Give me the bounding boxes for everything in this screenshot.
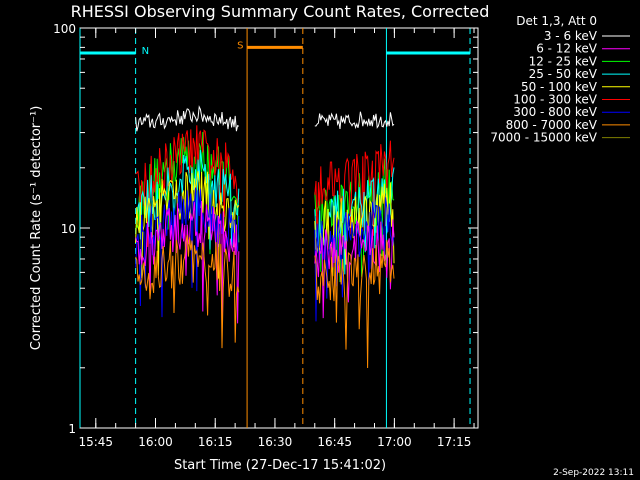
legend-entry-label: 100 - 300 keV (513, 93, 597, 107)
series-line (135, 234, 240, 349)
y-tick-label: 100 (53, 22, 76, 36)
marker-label: S (237, 40, 243, 51)
series-line (135, 105, 240, 132)
legend-entry-label: 50 - 100 keV (521, 80, 598, 94)
x-axis-label: Start Time (27-Dec-17 15:41:02) (174, 458, 386, 473)
series-line (314, 111, 395, 130)
x-axis: 15:45 16:00 16:15 16:30 16:45 17:00 17:15 (78, 28, 475, 449)
legend-entry-label: 6 - 12 keV (536, 42, 598, 56)
legend-entry-label: 300 - 800 keV (513, 105, 597, 119)
x-tick-label: 17:00 (377, 435, 412, 449)
series-line (314, 239, 395, 369)
y-axis: 1 10 100 (53, 22, 478, 436)
x-tick-label: 16:45 (317, 435, 352, 449)
y-tick-label: 10 (61, 222, 76, 236)
legend-entry-label: 7000 - 15000 keV (490, 131, 597, 145)
y-tick-label: 1 (68, 422, 76, 436)
x-tick-label: 16:15 (198, 435, 233, 449)
legend-entry-label: 12 - 25 keV (529, 54, 598, 68)
footer-timestamp: 2-Sep-2022 13:11 (553, 468, 634, 478)
legend-entry-label: 3 - 6 keV (544, 29, 598, 43)
legend-entry-label: 25 - 50 keV (529, 67, 598, 81)
legend-title: Det 1,3, Att 0 (516, 14, 597, 28)
series-line (314, 182, 395, 277)
series-line (314, 219, 395, 319)
x-tick-label: 16:30 (258, 435, 293, 449)
x-tick-label: 15:45 (78, 435, 113, 449)
series-line (314, 140, 395, 254)
x-tick-label: 17:15 (437, 435, 472, 449)
chart-title: RHESSI Observing Summary Count Rates, Co… (71, 2, 490, 21)
y-axis-label: Corrected Count Rate (s⁻¹ detector⁻¹) (29, 106, 44, 351)
series-line (135, 125, 240, 248)
marker-label: N (142, 46, 149, 57)
x-tick-label: 16:00 (138, 435, 173, 449)
series-line (135, 171, 240, 279)
legend-entry-label: 800 - 7000 keV (506, 118, 598, 132)
series-layer (135, 105, 395, 369)
